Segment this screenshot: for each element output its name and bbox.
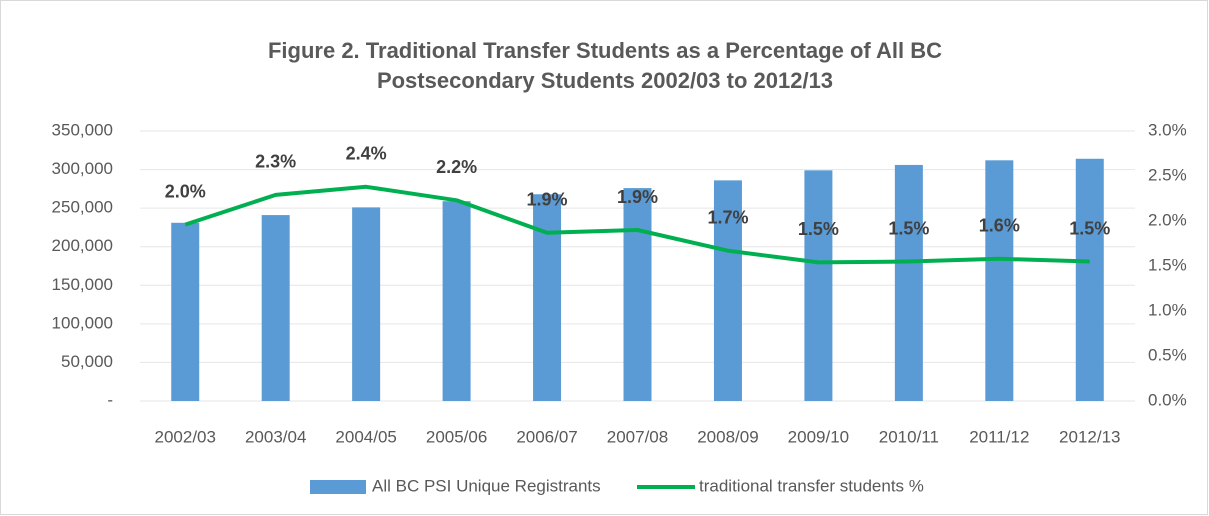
data-label: 1.5% — [888, 218, 929, 238]
x-tick-label: 2012/13 — [1059, 427, 1120, 446]
bar — [713, 180, 742, 401]
x-tick-label: 2011/12 — [969, 427, 1029, 446]
data-label: 1.5% — [1069, 218, 1110, 238]
data-label: 1.7% — [707, 207, 748, 227]
y-tick-label: 50,000 — [61, 352, 113, 371]
x-tick-label: 2010/11 — [879, 427, 939, 446]
legend-label: All BC PSI Unique Registrants — [372, 476, 601, 495]
data-label: 2.4% — [346, 144, 387, 164]
x-tick-label: 2008/09 — [697, 427, 758, 446]
x-tick-label: 2005/06 — [426, 427, 487, 446]
y-tick-label: 100,000 — [52, 313, 113, 332]
y-tick-label: 350,000 — [52, 120, 113, 139]
data-label: 1.5% — [798, 219, 839, 239]
bar — [442, 201, 471, 401]
bar — [171, 222, 200, 401]
data-label: 1.9% — [527, 189, 568, 209]
bar — [894, 164, 923, 401]
y2-tick-label: 3.0% — [1148, 120, 1187, 139]
x-tick-label: 2009/10 — [788, 427, 849, 446]
data-label: 1.6% — [979, 216, 1020, 236]
chart-title: Figure 2. Traditional Transfer Students … — [267, 38, 943, 93]
legend-swatch — [310, 480, 366, 494]
x-tick-label: 2007/08 — [607, 427, 668, 446]
y2-tick-label: 1.0% — [1148, 300, 1187, 319]
y-tick-label: 150,000 — [52, 275, 113, 294]
y2-tick-label: 0.5% — [1148, 345, 1187, 364]
y-tick-label: - — [107, 390, 113, 409]
data-label: 2.2% — [436, 157, 477, 177]
bar — [261, 215, 290, 401]
x-tick-label: 2006/07 — [516, 427, 577, 446]
bar — [533, 194, 562, 401]
x-tick-label: 2002/03 — [155, 427, 216, 446]
y2-tick-label: 0.0% — [1148, 390, 1187, 409]
y2-tick-label: 2.0% — [1148, 210, 1187, 229]
bar — [985, 160, 1014, 401]
y2-tick-label: 1.5% — [1148, 255, 1187, 274]
x-tick-label: 2003/04 — [245, 427, 306, 446]
line — [184, 184, 1090, 265]
bar — [804, 170, 833, 401]
x-tick-label: 2004/05 — [335, 427, 396, 446]
data-label: 2.0% — [165, 181, 206, 201]
data-label: 1.9% — [617, 187, 658, 207]
y-tick-label: 250,000 — [52, 198, 113, 217]
data-label: 2.3% — [255, 152, 296, 172]
legend-label: traditional transfer students % — [699, 476, 924, 495]
bar — [352, 207, 381, 401]
y-tick-label: 300,000 — [52, 159, 113, 178]
y2-tick-label: 2.5% — [1148, 165, 1187, 184]
y-tick-label: 200,000 — [52, 236, 113, 255]
bar — [623, 188, 652, 401]
bar — [1075, 158, 1104, 401]
